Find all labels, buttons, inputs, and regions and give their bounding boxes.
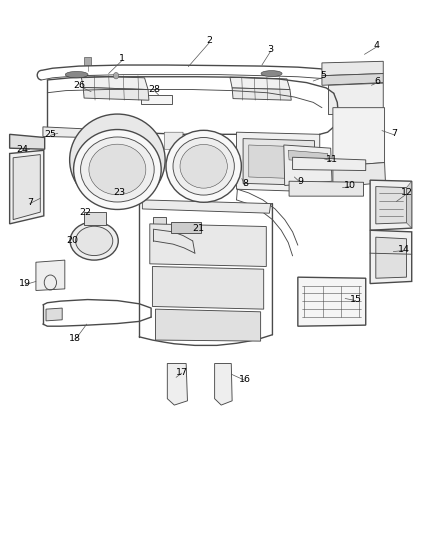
Polygon shape xyxy=(243,139,314,185)
Polygon shape xyxy=(333,108,385,166)
Circle shape xyxy=(113,72,119,79)
Text: 14: 14 xyxy=(398,245,410,254)
Text: 8: 8 xyxy=(242,180,248,188)
Polygon shape xyxy=(230,77,290,90)
Polygon shape xyxy=(10,134,45,149)
Ellipse shape xyxy=(173,138,234,195)
Ellipse shape xyxy=(261,71,282,76)
Polygon shape xyxy=(10,150,44,224)
Polygon shape xyxy=(155,309,261,341)
Text: 2: 2 xyxy=(206,36,212,45)
Bar xyxy=(84,212,106,225)
Polygon shape xyxy=(215,364,232,405)
Polygon shape xyxy=(289,181,364,196)
Polygon shape xyxy=(328,83,383,115)
Polygon shape xyxy=(83,87,149,100)
Text: 7: 7 xyxy=(391,129,397,138)
Ellipse shape xyxy=(89,144,146,195)
Text: 25: 25 xyxy=(44,130,57,139)
Text: 16: 16 xyxy=(239,375,251,384)
Text: 17: 17 xyxy=(176,368,188,376)
Text: 4: 4 xyxy=(374,41,380,50)
Text: 12: 12 xyxy=(400,189,413,197)
Text: 23: 23 xyxy=(113,189,125,197)
Polygon shape xyxy=(370,230,412,284)
Ellipse shape xyxy=(76,226,113,256)
Text: 28: 28 xyxy=(148,85,160,94)
Text: 11: 11 xyxy=(326,156,338,164)
Text: 1: 1 xyxy=(119,54,125,63)
Polygon shape xyxy=(298,277,366,326)
Polygon shape xyxy=(46,308,62,321)
Polygon shape xyxy=(142,200,271,213)
Polygon shape xyxy=(376,187,406,224)
Text: 5: 5 xyxy=(320,71,326,80)
Ellipse shape xyxy=(180,144,227,188)
Polygon shape xyxy=(167,364,187,405)
Polygon shape xyxy=(237,132,320,192)
Text: 21: 21 xyxy=(192,224,204,232)
Text: 18: 18 xyxy=(69,334,81,343)
Polygon shape xyxy=(293,157,366,171)
Text: 9: 9 xyxy=(297,177,303,185)
Ellipse shape xyxy=(81,137,154,202)
Polygon shape xyxy=(164,132,183,149)
Polygon shape xyxy=(333,163,385,188)
Polygon shape xyxy=(406,181,412,228)
Text: 6: 6 xyxy=(374,77,381,85)
Polygon shape xyxy=(141,95,172,104)
Polygon shape xyxy=(152,266,264,309)
Text: 26: 26 xyxy=(74,81,86,90)
Polygon shape xyxy=(81,76,148,90)
Bar xyxy=(84,57,91,65)
Polygon shape xyxy=(13,155,40,220)
Text: 7: 7 xyxy=(27,198,33,207)
Bar xyxy=(171,222,201,233)
Ellipse shape xyxy=(166,131,241,203)
Text: 3: 3 xyxy=(268,45,274,53)
Polygon shape xyxy=(150,224,266,266)
Polygon shape xyxy=(153,217,166,229)
Polygon shape xyxy=(232,88,291,100)
Polygon shape xyxy=(36,260,65,290)
Polygon shape xyxy=(322,61,383,76)
Text: 10: 10 xyxy=(344,181,357,190)
Text: 20: 20 xyxy=(66,237,78,245)
Ellipse shape xyxy=(74,130,161,209)
Polygon shape xyxy=(376,237,406,278)
Text: 15: 15 xyxy=(350,295,362,304)
Text: 24: 24 xyxy=(16,145,28,154)
Polygon shape xyxy=(322,74,383,85)
Polygon shape xyxy=(249,145,309,179)
Polygon shape xyxy=(370,180,412,230)
Polygon shape xyxy=(288,150,328,163)
Ellipse shape xyxy=(70,222,118,260)
Text: 22: 22 xyxy=(79,208,92,216)
Polygon shape xyxy=(43,127,88,138)
Ellipse shape xyxy=(70,114,165,206)
Ellipse shape xyxy=(65,71,88,78)
Text: 19: 19 xyxy=(19,279,32,288)
Polygon shape xyxy=(284,145,332,185)
